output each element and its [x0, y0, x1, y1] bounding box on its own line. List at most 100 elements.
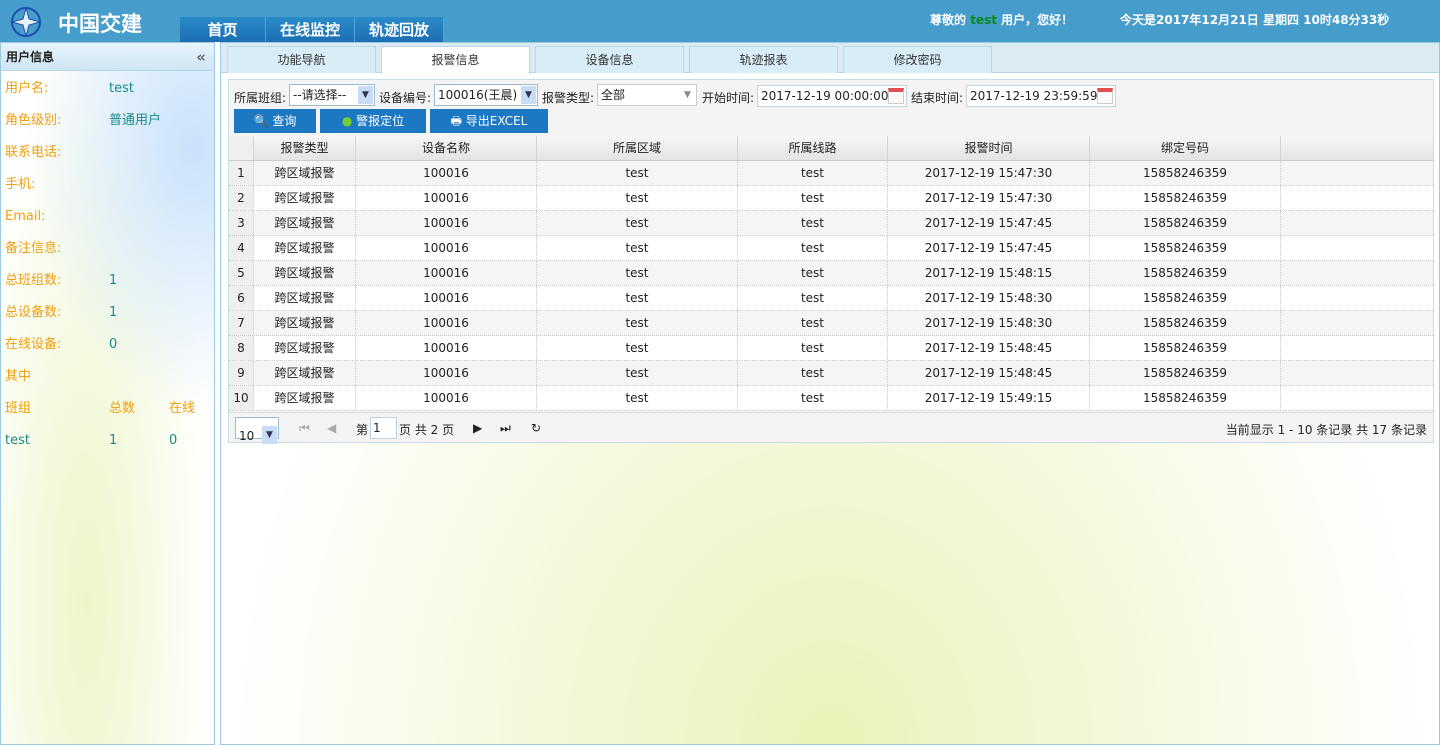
type-select[interactable]: 全部 ▼	[597, 84, 697, 106]
column-header[interactable]: 所属线路	[738, 136, 888, 160]
query-button[interactable]: 🔍 查询	[234, 109, 316, 133]
table-row[interactable]: 1 跨区域报警 100016 test test 2017-12-19 15:47:30 1…	[229, 161, 1433, 186]
type-select-value: 全部	[601, 88, 626, 102]
end-time-value: 2017-12-19 23:59:59	[970, 89, 1098, 103]
page-number-input[interactable]: 1	[370, 417, 397, 439]
alarm-locate-button[interactable]: ● 警报定位	[320, 109, 426, 133]
calendar-icon[interactable]	[888, 88, 904, 104]
info-key: 总设备数:	[5, 305, 62, 320]
nav-home[interactable]: 首页	[180, 17, 266, 42]
collapse-icon[interactable]: «	[196, 48, 206, 66]
table-row[interactable]: 6 跨区域报警 100016 test test 2017-12-19 15:48:30 1…	[229, 286, 1433, 311]
first-page-icon[interactable]: ⏮	[299, 421, 310, 435]
export-excel-button[interactable]: 🖶 导出EXCEL	[430, 109, 548, 133]
row-number: 9	[229, 361, 254, 385]
column-header[interactable]: 设备名称	[356, 136, 537, 160]
user-info-row: Email:	[1, 201, 214, 233]
tab-device-info[interactable]: 设备信息	[535, 46, 684, 73]
search-icon: 🔍	[253, 114, 269, 128]
group-header-total: 总数	[109, 401, 136, 416]
table-cell: 15858246359	[1090, 386, 1281, 410]
row-number: 3	[229, 211, 254, 235]
table-cell: 15858246359	[1090, 361, 1281, 385]
calendar-icon[interactable]	[1097, 88, 1113, 104]
group-header-online: 在线	[169, 401, 196, 416]
table-row[interactable]: 8 跨区域报警 100016 test test 2017-12-19 15:48:45 1…	[229, 336, 1433, 361]
table-cell: 2017-12-19 15:48:15	[888, 261, 1090, 285]
tab-alarm-info[interactable]: 报警信息	[381, 46, 530, 74]
table-cell: 2017-12-19 15:47:45	[888, 211, 1090, 235]
chevron-down-icon: ▼	[358, 86, 373, 104]
table-cell: 100016	[356, 161, 537, 185]
rownum-header	[229, 136, 254, 160]
page-prefix: 第	[356, 423, 369, 437]
table-cell: test	[537, 161, 738, 185]
header: 中国交建 首页 在线监控 轨迹回放 尊敬的 test 用户，您好！ 今天是201…	[0, 0, 1440, 42]
info-key: 联系电话:	[5, 145, 62, 160]
alarm-panel: 所属班组: --请选择-- ▼ 设备编号: 100016(王晨) ▼ 报警类型: 全…	[228, 79, 1434, 444]
start-time-value: 2017-12-19 00:00:00	[761, 89, 889, 103]
sub-title: 其中	[5, 369, 32, 384]
info-key: 手机:	[5, 177, 36, 192]
user-info-row: 用户名: test	[1, 73, 214, 105]
table-row[interactable]: 7 跨区域报警 100016 test test 2017-12-19 15:48:30 1…	[229, 311, 1433, 336]
column-header[interactable]: 报警时间	[888, 136, 1090, 160]
prev-page-icon[interactable]: ◀	[327, 421, 337, 435]
alarm-table: 报警类型 设备名称 所属区域 所属线路 报警时间 绑定号码 1 跨区域报警 1000…	[229, 136, 1433, 411]
nav-online-monitor[interactable]: 在线监控	[266, 17, 356, 42]
table-cell: test	[738, 211, 888, 235]
tab-function-nav[interactable]: 功能导航	[227, 46, 376, 73]
table-cell: 15858246359	[1090, 236, 1281, 260]
row-number: 2	[229, 186, 254, 210]
table-cell: 2017-12-19 15:48:45	[888, 336, 1090, 360]
table-row[interactable]: 9 跨区域报警 100016 test test 2017-12-19 15:48:45 1…	[229, 361, 1433, 386]
end-time-input[interactable]: 2017-12-19 23:59:59	[966, 85, 1116, 107]
table-cell: test	[738, 236, 888, 260]
device-select[interactable]: 100016(王晨) ▼	[434, 84, 538, 106]
table-cell: 跨区域报警	[254, 336, 356, 360]
last-page-icon[interactable]: ⏭	[500, 421, 511, 435]
row-number: 5	[229, 261, 254, 285]
table-cell: 2017-12-19 15:49:15	[888, 386, 1090, 410]
info-key: 总班组数:	[5, 273, 62, 288]
table-row[interactable]: 2 跨区域报警 100016 test test 2017-12-19 15:47:30 1…	[229, 186, 1433, 211]
tab-change-password[interactable]: 修改密码	[843, 46, 992, 73]
table-cell: 跨区域报警	[254, 311, 356, 335]
table-cell: test	[537, 261, 738, 285]
column-header[interactable]: 所属区域	[537, 136, 738, 160]
column-header[interactable]: 报警类型	[254, 136, 356, 160]
end-label: 结束时间:	[911, 91, 964, 105]
next-page-icon[interactable]: ▶	[473, 421, 483, 435]
table-cell: 跨区域报警	[254, 161, 356, 185]
row-number: 10	[229, 386, 254, 410]
column-header[interactable]: 绑定号码	[1090, 136, 1281, 160]
greet-suffix: 用户，您好！	[1001, 13, 1074, 27]
start-label: 开始时间:	[702, 91, 755, 105]
table-cell: test	[738, 286, 888, 310]
group-select[interactable]: --请选择-- ▼	[289, 84, 375, 106]
table-row[interactable]: 5 跨区域报警 100016 test test 2017-12-19 15:48:15 1…	[229, 261, 1433, 286]
info-key: 在线设备:	[5, 337, 62, 352]
refresh-icon[interactable]: ↻	[531, 421, 542, 435]
map-pin-icon: ●	[341, 114, 353, 128]
printer-icon: 🖶	[450, 114, 462, 128]
info-key: 角色级别:	[5, 113, 62, 128]
nav-track-playback[interactable]: 轨迹回放	[355, 17, 445, 42]
table-cell: 15858246359	[1090, 161, 1281, 185]
chevron-down-icon: ▼	[680, 86, 695, 104]
record-summary: 当前显示 1 - 10 条记录 共 17 条记录	[1225, 423, 1427, 437]
chevron-down-icon: ▼	[262, 426, 277, 444]
table-header: 报警类型 设备名称 所属区域 所属线路 报警时间 绑定号码	[229, 136, 1433, 161]
row-number: 7	[229, 311, 254, 335]
table-cell: 跨区域报警	[254, 236, 356, 260]
table-row[interactable]: 3 跨区域报警 100016 test test 2017-12-19 15:47:45 1…	[229, 211, 1433, 236]
info-value: 普通用户	[109, 113, 162, 128]
row-number: 6	[229, 286, 254, 310]
page-size-select[interactable]: 10 ▼	[235, 417, 279, 444]
table-cell: 15858246359	[1090, 211, 1281, 235]
table-row[interactable]: 4 跨区域报警 100016 test test 2017-12-19 15:47:45 1…	[229, 236, 1433, 261]
table-row[interactable]: 10 跨区域报警 100016 test test 2017-12-19 15:49:15…	[229, 386, 1433, 411]
tab-track-report[interactable]: 轨迹报表	[689, 46, 838, 73]
start-time-input[interactable]: 2017-12-19 00:00:00	[757, 85, 907, 107]
table-cell: test	[738, 336, 888, 360]
